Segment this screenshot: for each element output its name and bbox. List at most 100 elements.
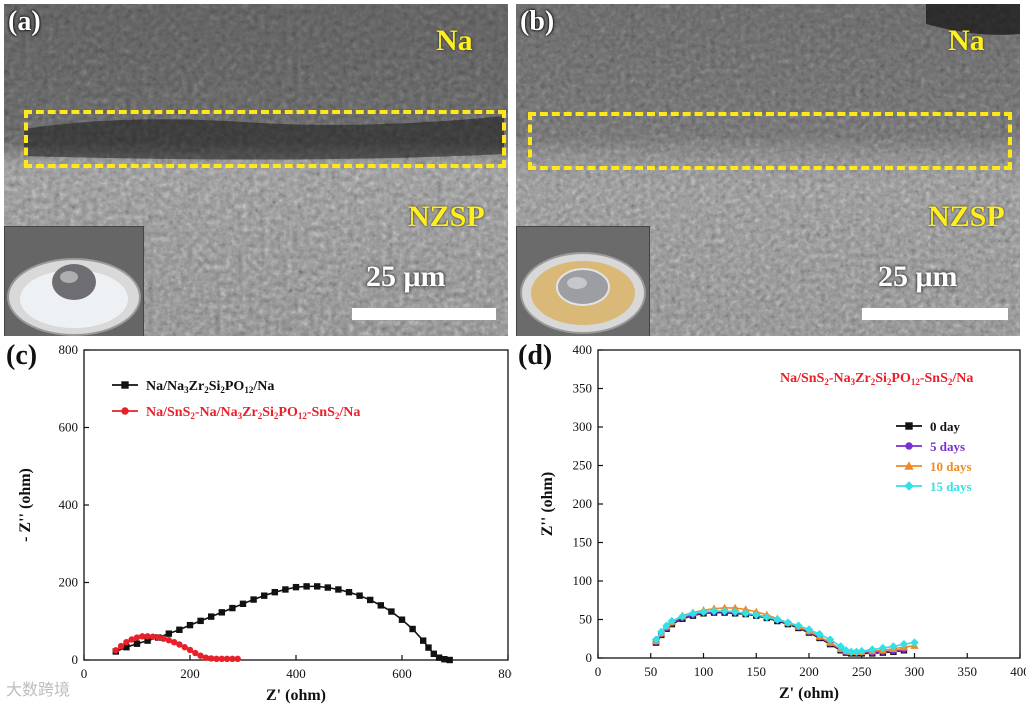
x-tick-label: 0	[81, 666, 88, 681]
data-point	[292, 583, 300, 591]
data-point	[123, 638, 130, 646]
legend-label: 0 day	[930, 419, 960, 434]
data-point	[117, 642, 125, 650]
scale-bar	[352, 308, 496, 320]
y-tick-label: 0	[586, 650, 593, 665]
data-point	[261, 592, 268, 599]
data-point	[441, 656, 448, 663]
data-point	[181, 644, 188, 651]
legend-marker	[121, 407, 129, 415]
data-point	[197, 617, 204, 625]
data-point	[123, 644, 130, 651]
x-tick-label: 800	[498, 666, 512, 681]
legend-marker	[905, 422, 913, 430]
y-tick-label: 400	[573, 342, 593, 357]
data-point	[139, 633, 146, 640]
panel-c-nyquist-chart: 0 200 400 600 800 0 200 400 600 800 Z' (ohm) - Z'' …	[0, 340, 518, 710]
panel-a-sem-image: (a) Na NZSP 25 μm	[4, 4, 508, 336]
data-point	[752, 610, 761, 620]
legend-label: 5 days	[930, 439, 965, 454]
y-tick-label: 200	[573, 496, 593, 511]
x-tick-label: 50	[644, 664, 657, 679]
panel-label: (b)	[520, 6, 555, 37]
legend-label: Na/Na3​Zr2​Si2​PO12​/Na	[146, 379, 274, 395]
data-point	[176, 626, 183, 633]
x-tick-label: 200	[180, 666, 200, 681]
layer-label-na: Na	[436, 24, 473, 57]
data-point	[430, 650, 437, 657]
panel-label: (c)	[6, 340, 38, 371]
data-point	[741, 605, 750, 613]
x-tick-label: 100	[694, 664, 714, 679]
x-tick-label: 400	[1010, 664, 1026, 679]
data-point	[208, 655, 215, 662]
data-point	[186, 621, 194, 629]
legend-marker	[904, 461, 914, 470]
sem-texture-a	[4, 4, 508, 336]
x-tick-label: 250	[852, 664, 872, 679]
data-point	[857, 646, 866, 656]
data-point	[335, 586, 342, 593]
data-point	[435, 654, 443, 661]
data-point	[213, 655, 220, 663]
legend-label: 10 days	[930, 459, 972, 474]
panel-b-sem-image: (b) Na NZSP 25 μm	[516, 4, 1020, 336]
data-point	[377, 602, 384, 609]
data-point	[420, 637, 427, 644]
data-point	[804, 625, 814, 634]
x-tick-label: 350	[958, 664, 978, 679]
watermark: 大数跨境	[6, 680, 71, 699]
data-point	[303, 583, 310, 590]
data-point	[176, 641, 183, 648]
data-point	[165, 637, 172, 644]
panel-label: (d)	[518, 340, 553, 371]
data-point	[409, 625, 416, 633]
data-point	[446, 656, 453, 664]
inset-photo-drawing	[517, 227, 649, 336]
data-point	[367, 596, 374, 604]
plot-frame	[597, 349, 1021, 659]
roi-dashed-box	[528, 112, 1012, 170]
y-tick-label: 800	[59, 342, 79, 357]
legend-marker	[121, 381, 129, 389]
data-point	[218, 655, 225, 663]
data-point	[229, 604, 236, 612]
y-tick-label: 100	[573, 573, 593, 588]
data-point	[218, 609, 225, 616]
data-point	[699, 607, 708, 616]
data-point	[345, 588, 353, 596]
data-point	[425, 644, 432, 651]
data-point	[223, 655, 231, 663]
y-tick-label: 250	[573, 458, 593, 473]
x-tick-label: 0	[595, 664, 602, 679]
data-point	[730, 603, 740, 612]
data-point	[388, 608, 395, 615]
inset-photo	[4, 226, 144, 336]
scale-bar-label: 25 μm	[366, 260, 446, 293]
x-tick-label: 400	[286, 666, 306, 681]
data-point	[186, 646, 194, 654]
data-point	[160, 635, 167, 642]
y-tick-label: 350	[573, 381, 593, 396]
y-tick-label: 200	[59, 575, 79, 590]
data-point	[165, 630, 172, 637]
inset-photo	[516, 226, 650, 336]
sem-texture-b	[516, 4, 1020, 336]
y-axis-label: Z'' (ohm)	[539, 472, 556, 536]
layer-label-na: Na	[948, 24, 985, 57]
data-point	[878, 643, 888, 653]
layer-label-nzsp: NZSP	[928, 200, 1005, 233]
series-line	[115, 585, 450, 661]
data-point	[910, 638, 919, 647]
data-point	[155, 634, 162, 641]
data-point	[234, 655, 241, 663]
x-tick-label: 300	[905, 664, 925, 679]
data-point	[282, 586, 289, 593]
legend-label: Na/SnS2​-Na/Na3​Zr2​Si2​PO12​-SnS2​/Na	[146, 405, 360, 421]
y-axis-label: - Z'' (ohm)	[17, 468, 34, 542]
data-point	[398, 616, 406, 623]
y-tick-label: 0	[72, 652, 79, 667]
legend-marker	[905, 442, 913, 450]
y-tick-label: 300	[573, 419, 593, 434]
legend-label: 15 days	[930, 479, 972, 494]
